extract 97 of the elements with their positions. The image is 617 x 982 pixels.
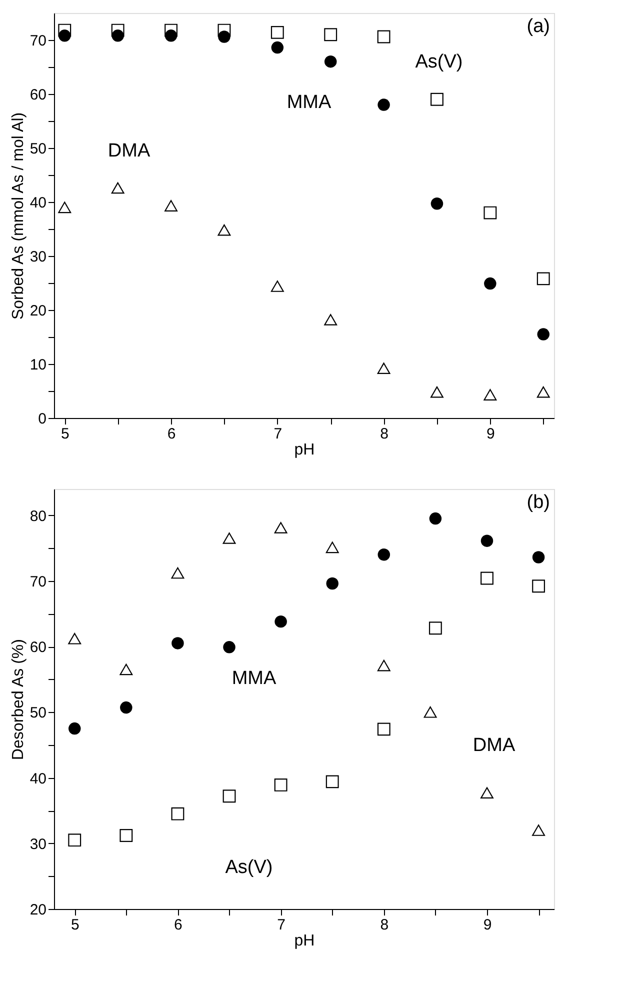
x-tick-label: 7 [274,426,282,442]
point [430,386,444,398]
point [377,30,390,44]
point [274,615,287,628]
series-label: As(V) [415,52,463,73]
point [424,706,437,718]
x-tick-label: 8 [380,426,388,442]
point [68,722,81,735]
point [480,572,494,585]
y-axis-title: Desorbed As (%) [10,639,27,760]
point [532,824,545,836]
x-tick-label: 9 [486,426,495,442]
y-tick-label: 60 [30,86,46,104]
point [218,24,231,37]
point [377,362,390,374]
point [480,534,494,547]
point [324,28,338,42]
point [537,328,550,340]
x-axis-title: pH [294,442,315,458]
y-tick-label: 40 [30,194,46,212]
x-tick-label: 7 [277,916,286,934]
point [171,567,184,579]
series-label: DMA [472,735,516,756]
x-tick-label: 5 [60,426,70,442]
point [271,41,284,54]
point [326,577,338,590]
point [270,26,284,39]
point [480,787,494,799]
y-tick-label: 70 [30,32,46,50]
point [120,701,132,714]
x-tick-label: 6 [174,916,182,934]
point [172,637,184,650]
point [429,512,442,525]
y-tick-label: 20 [30,302,46,320]
point [120,829,133,842]
point [532,551,545,564]
point [171,807,184,820]
point [164,30,178,42]
point [218,224,231,236]
point [270,280,284,292]
annotation: (b) [526,492,550,513]
point [112,30,124,42]
x-tick-label: 6 [167,426,176,442]
series-label: MMA [232,668,276,689]
point [222,532,236,544]
x-tick-label: 9 [483,916,492,934]
y-tick-label: 20 [30,902,46,918]
y-tick-label: 10 [30,356,46,374]
point [222,790,236,803]
point [324,314,338,326]
point [58,24,72,37]
point [274,522,288,534]
y-tick-label: 80 [30,508,46,525]
point [326,542,339,554]
point [428,622,442,635]
y-axis-title: Sorbed As (mmol As / mol Al) [10,112,27,320]
x-tick-label: 5 [70,916,80,934]
point [58,30,71,42]
x-tick-label: 8 [380,916,389,934]
y-tick-label: 50 [30,704,46,722]
point [484,206,497,220]
point [164,24,178,37]
point [111,24,124,37]
annotation: (a) [526,16,550,37]
point [377,660,390,672]
series-label: MMA [286,92,332,114]
point [536,386,550,398]
point [164,200,178,212]
point [274,778,288,792]
point [68,834,82,847]
point [58,202,72,214]
point [111,182,124,194]
point [536,272,550,286]
point [218,30,230,43]
y-tick-label: 60 [30,639,46,656]
y-tick-label: 0 [38,410,46,428]
point [378,548,390,561]
point [484,389,497,400]
point [324,55,337,68]
point [532,580,545,593]
point [68,632,82,644]
point [430,92,444,106]
y-tick-label: 30 [30,836,46,853]
point [430,198,444,210]
point [223,641,236,654]
y-tick-label: 40 [30,770,46,788]
text: As(V) [225,857,273,878]
y-tick-label: 70 [30,573,46,590]
series-label: DMA [108,140,150,162]
point [377,722,390,736]
point [326,775,339,788]
y-tick-label: 30 [30,248,46,266]
point [484,277,496,290]
y-tick-label: 50 [30,140,46,158]
x-axis-title: pH [294,932,315,950]
point [120,664,133,676]
point [378,98,390,111]
